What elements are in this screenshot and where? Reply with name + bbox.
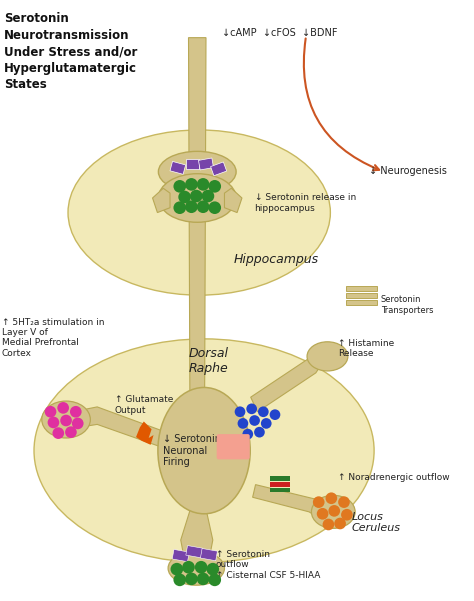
Polygon shape (189, 38, 206, 548)
Circle shape (72, 418, 83, 429)
FancyBboxPatch shape (201, 549, 218, 561)
Circle shape (235, 406, 246, 417)
Text: Serotonin
Neurotransmission
Under Stress and/or
Hyperglutamatergic
States: Serotonin Neurotransmission Under Stress… (4, 13, 137, 91)
Circle shape (341, 509, 353, 520)
Circle shape (323, 519, 334, 530)
Circle shape (209, 573, 221, 586)
Polygon shape (73, 407, 163, 448)
Circle shape (197, 200, 210, 213)
Circle shape (173, 201, 186, 214)
Polygon shape (251, 358, 324, 412)
FancyBboxPatch shape (186, 546, 203, 558)
Ellipse shape (68, 130, 330, 295)
Circle shape (70, 406, 82, 418)
Circle shape (60, 415, 72, 426)
Text: ↓ Serotonin release in
hippocampus: ↓ Serotonin release in hippocampus (255, 193, 356, 213)
Circle shape (258, 406, 269, 417)
FancyBboxPatch shape (210, 162, 227, 175)
Bar (346, 287, 377, 291)
Circle shape (249, 415, 260, 426)
Text: ↑ Serotonin
outflow
↑ Cisternal CSF 5-HIAA: ↑ Serotonin outflow ↑ Cisternal CSF 5-HI… (216, 550, 320, 579)
Polygon shape (181, 509, 213, 560)
Text: ↑ Glutamate
Output: ↑ Glutamate Output (115, 395, 173, 415)
Circle shape (270, 409, 280, 420)
Ellipse shape (34, 339, 374, 563)
Text: ↓ Serotonin
Neuronal
Firing: ↓ Serotonin Neuronal Firing (163, 434, 221, 467)
FancyBboxPatch shape (170, 162, 186, 174)
Ellipse shape (42, 401, 91, 438)
Circle shape (185, 573, 198, 585)
Circle shape (197, 573, 210, 585)
Circle shape (209, 180, 221, 193)
Ellipse shape (158, 174, 236, 222)
Polygon shape (136, 421, 154, 445)
Text: ↓cAMP  ↓cFOS  ↓BDNF: ↓cAMP ↓cFOS ↓BDNF (221, 28, 337, 38)
Circle shape (317, 508, 328, 520)
Circle shape (173, 180, 186, 193)
Text: Dorsal
Raphe: Dorsal Raphe (189, 347, 229, 374)
Circle shape (178, 191, 191, 203)
Circle shape (185, 200, 198, 213)
Text: ↑ Noradrenergic outflow: ↑ Noradrenergic outflow (338, 473, 450, 482)
Circle shape (313, 496, 325, 508)
Circle shape (328, 505, 340, 517)
Text: Locus
Ceruleus: Locus Ceruleus (352, 512, 401, 534)
Text: ↑ Histamine
Release: ↑ Histamine Release (338, 339, 394, 358)
Ellipse shape (311, 495, 355, 528)
FancyBboxPatch shape (186, 159, 199, 169)
Text: ↓ Neurogenesis: ↓ Neurogenesis (369, 166, 447, 176)
Ellipse shape (158, 388, 250, 514)
Bar (270, 476, 290, 481)
Ellipse shape (307, 342, 348, 371)
Circle shape (182, 561, 195, 573)
FancyBboxPatch shape (172, 549, 189, 562)
Circle shape (326, 492, 337, 504)
Circle shape (53, 427, 64, 439)
Circle shape (261, 418, 272, 429)
Circle shape (173, 573, 186, 586)
Circle shape (171, 563, 183, 576)
Text: Serotonin
Transporters: Serotonin Transporters (381, 295, 433, 314)
Circle shape (334, 517, 346, 529)
Circle shape (195, 561, 208, 573)
Circle shape (338, 496, 350, 508)
Bar (346, 300, 377, 305)
Circle shape (45, 406, 56, 418)
Bar (270, 487, 290, 492)
Text: ↑ 5HT₂a stimulation in
Layer V of
Medial Prefrontal
Cortex: ↑ 5HT₂a stimulation in Layer V of Medial… (2, 317, 104, 358)
Circle shape (190, 190, 202, 203)
FancyBboxPatch shape (199, 158, 214, 170)
Ellipse shape (158, 151, 236, 192)
Bar (346, 293, 377, 298)
Text: Hippocampus: Hippocampus (233, 254, 319, 266)
Circle shape (185, 178, 198, 191)
Circle shape (242, 429, 253, 439)
Polygon shape (253, 484, 328, 519)
Circle shape (47, 416, 59, 429)
Circle shape (197, 178, 210, 191)
Polygon shape (153, 188, 170, 213)
Circle shape (209, 201, 221, 214)
Circle shape (207, 563, 219, 576)
FancyBboxPatch shape (217, 434, 250, 459)
Ellipse shape (168, 551, 225, 585)
Circle shape (201, 190, 214, 203)
Polygon shape (225, 188, 242, 213)
Circle shape (65, 426, 77, 438)
Bar (270, 482, 290, 487)
Circle shape (237, 418, 248, 429)
Circle shape (57, 402, 69, 413)
Circle shape (246, 403, 257, 414)
Circle shape (254, 427, 265, 438)
